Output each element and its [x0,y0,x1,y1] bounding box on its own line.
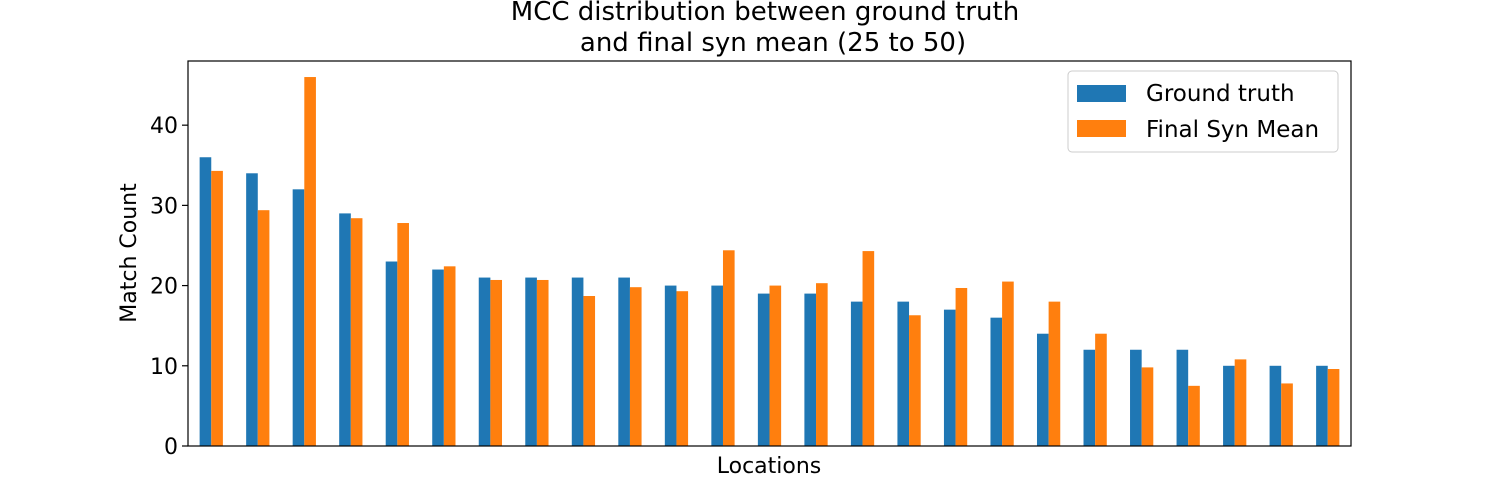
legend-swatch-final-syn-mean [1077,120,1126,137]
bar-final-syn-mean-3 [304,77,316,446]
bar-final-syn-mean-8 [536,279,549,446]
bar-ground-truth-4 [339,213,351,446]
bar-ground-truth-15 [850,301,863,447]
bar-final-syn-mean-9 [583,296,596,446]
bar-ground-truth-7 [478,277,491,446]
bar-ground-truth-20 [1083,349,1096,446]
bar-ground-truth-24 [1269,365,1282,446]
bar-final-syn-mean-15 [862,251,875,446]
bar-final-syn-mean-14 [816,283,828,446]
bar-final-syn-mean-6 [443,266,456,446]
bar-ground-truth-21 [1130,349,1142,446]
bar-final-syn-mean-19 [1048,301,1061,447]
bar-ground-truth-17 [943,309,956,446]
bar-ground-truth-1 [199,157,212,446]
bar-final-syn-mean-4 [350,218,363,446]
chart-title-line-2: and final syn mean (25 to 50) [580,28,966,58]
bar-ground-truth-23 [1223,365,1235,446]
legend-swatch-ground-truth [1077,85,1126,102]
bar-final-syn-mean-25 [1327,369,1340,446]
bar-ground-truth-13 [757,293,770,446]
bar-final-syn-mean-11 [676,291,689,446]
bar-ground-truth-2 [246,173,258,447]
bar-ground-truth-3 [292,189,305,446]
y-tick-label-10: 10 [150,355,178,380]
bar-final-syn-mean-2 [257,210,270,446]
bar-final-syn-mean-23 [1234,359,1247,447]
bar-ground-truth-10 [618,277,630,446]
bar-ground-truth-18 [990,317,1003,446]
x-axis-label: Locations [717,454,822,479]
plot-frame [187,60,1352,447]
bar-final-syn-mean-5 [397,223,409,446]
bar-final-syn-mean-22 [1188,385,1200,446]
bar-final-syn-mean-1 [211,170,223,446]
y-tick-label-40: 40 [150,114,178,139]
bar-final-syn-mean-20 [1095,333,1107,446]
bars-group [199,77,1340,447]
chart-title-line-1: MCC distribution between ground truth [511,0,1019,27]
y-tick-label-20: 20 [150,275,178,300]
y-tick-label-30: 30 [150,194,178,219]
bar-final-syn-mean-17 [955,287,968,446]
legend-label-final-syn-mean: Final Syn Mean [1146,117,1319,143]
bar-final-syn-mean-10 [629,287,642,446]
bar-ground-truth-12 [711,285,723,446]
bar-ground-truth-22 [1176,349,1189,446]
bar-ground-truth-8 [525,277,537,446]
legend-frame [1067,70,1339,153]
bar-final-syn-mean-21 [1141,367,1154,446]
bar-ground-truth-14 [804,293,817,446]
bar-final-syn-mean-7 [490,279,503,446]
bar-final-syn-mean-16 [909,315,921,446]
bar-final-syn-mean-12 [722,250,735,446]
bar-final-syn-mean-13 [769,285,782,446]
bar-ground-truth-16 [897,301,910,447]
bar-ground-truth-25 [1316,365,1328,446]
bar-ground-truth-9 [571,277,584,446]
legend-label-ground-truth: Ground truth [1146,81,1295,107]
bar-ground-truth-6 [432,269,444,446]
y-axis-ticks: 0 10 20 30 40 [150,114,188,460]
bar-final-syn-mean-24 [1281,383,1293,446]
legend: Ground truth Final Syn Mean [1067,70,1339,153]
bar-ground-truth-11 [664,285,677,446]
bar-ground-truth-19 [1036,333,1049,446]
y-axis-label: Match Count [117,183,142,323]
bar-final-syn-mean-18 [1002,281,1014,446]
y-tick-label-0: 0 [164,435,178,460]
bar-ground-truth-5 [385,261,398,446]
